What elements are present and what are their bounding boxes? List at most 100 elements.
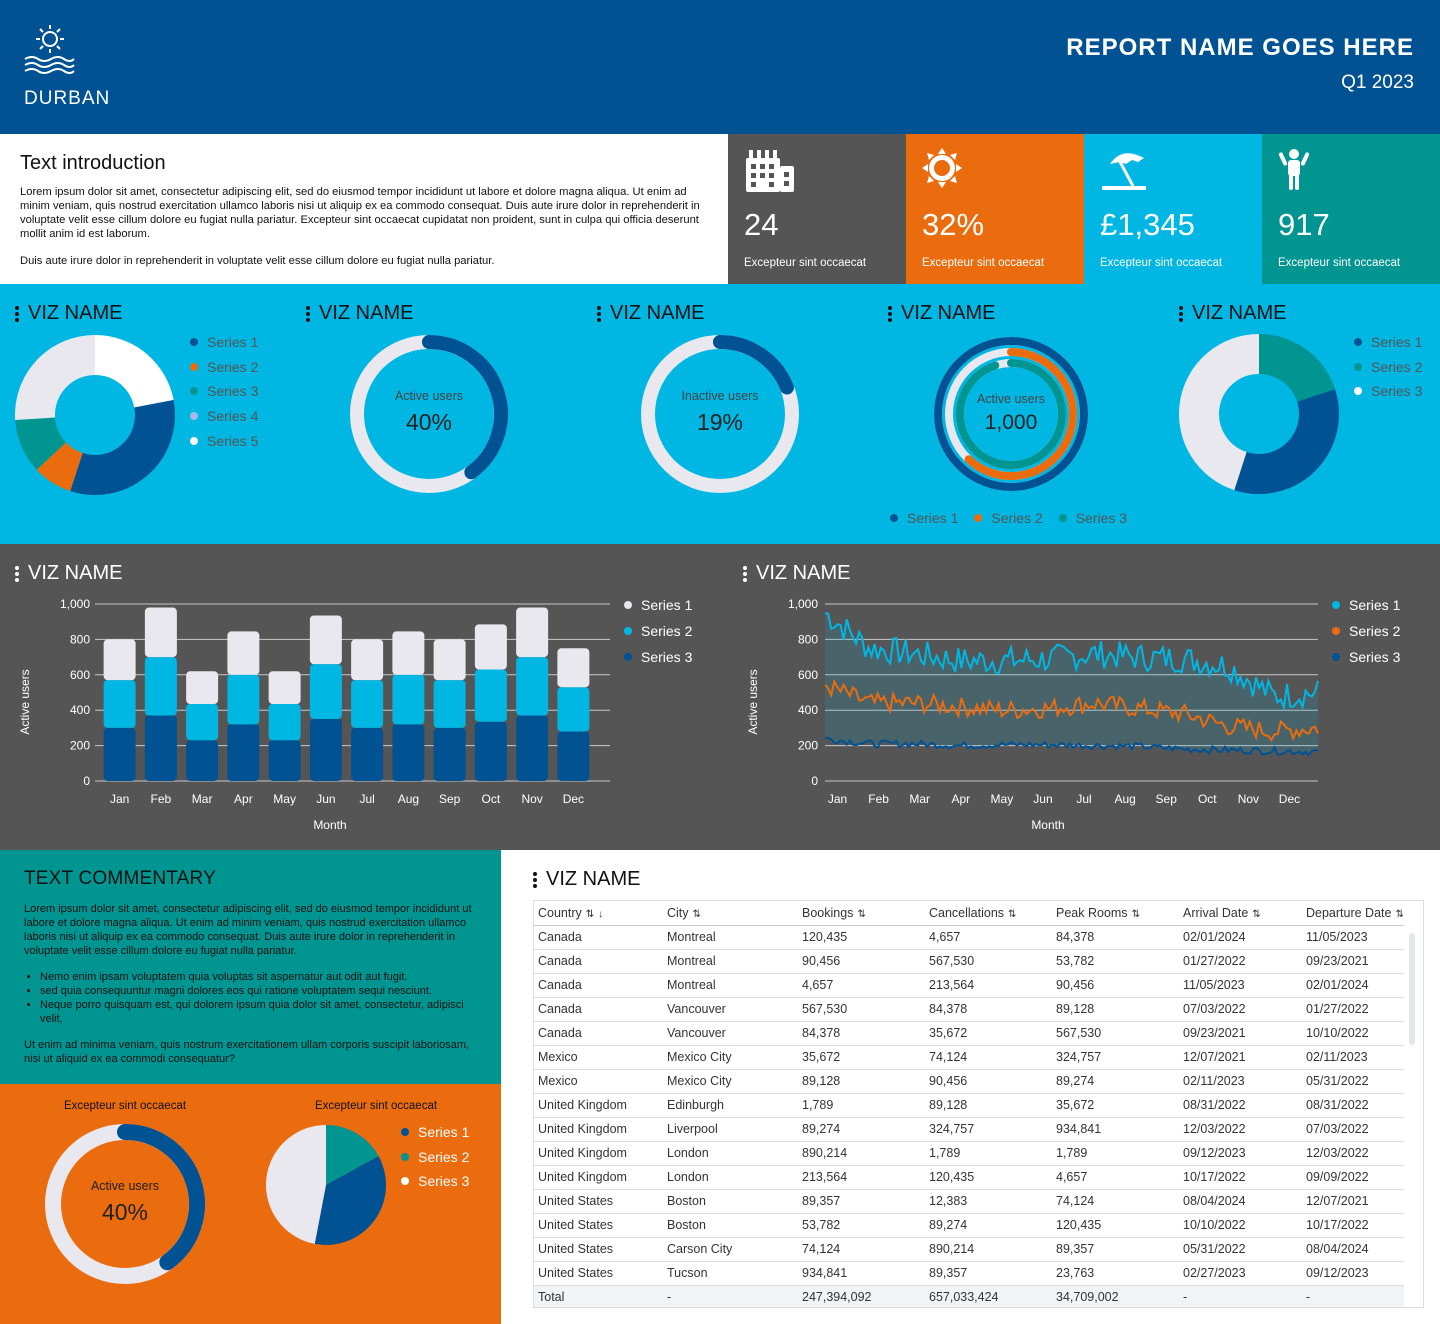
legend-item[interactable]: Series 4 bbox=[190, 404, 258, 429]
scrollbar-thumb[interactable] bbox=[1409, 933, 1415, 1045]
bar-segment[interactable] bbox=[557, 687, 590, 732]
bar-segment[interactable] bbox=[103, 680, 136, 728]
table-row[interactable]: Canada Montreal 4,657 213,564 90,456 11/05/20… bbox=[534, 973, 1404, 998]
bar-segment[interactable] bbox=[433, 727, 466, 781]
legend-item[interactable]: Series 2 bbox=[190, 355, 258, 380]
ring-fill[interactable] bbox=[964, 348, 1077, 480]
bar-segment[interactable] bbox=[516, 607, 549, 658]
table-row[interactable]: Canada Montreal 120,435 4,657 84,378 02/01/20… bbox=[534, 925, 1404, 950]
legend-item[interactable]: Series 3 bbox=[1058, 506, 1127, 531]
bar-segment[interactable] bbox=[392, 674, 425, 725]
pie-slice[interactable] bbox=[326, 1125, 379, 1185]
legend-item[interactable]: Series 2 bbox=[1354, 355, 1422, 380]
bar-segment[interactable] bbox=[474, 624, 507, 670]
gauge-fill[interactable] bbox=[713, 335, 794, 395]
bar-segment[interactable] bbox=[186, 704, 219, 741]
bar-segment[interactable] bbox=[144, 607, 177, 658]
table-row[interactable]: United States Carson City 74,124 890,214 89,… bbox=[534, 1237, 1404, 1262]
legend-item[interactable]: Series 3 bbox=[401, 1169, 469, 1194]
column-header-peak-rooms[interactable]: Peak Rooms ⇅ bbox=[1052, 901, 1179, 926]
legend-item[interactable]: Series 1 bbox=[1354, 330, 1422, 355]
bar-segment[interactable] bbox=[103, 727, 136, 781]
column-header-arrival-date[interactable]: Arrival Date ⇅ bbox=[1179, 901, 1302, 926]
legend-item[interactable]: Series 3 bbox=[624, 644, 692, 670]
donut-slice[interactable] bbox=[94, 335, 174, 409]
bar-segment[interactable] bbox=[474, 669, 507, 722]
sort-icon[interactable]: ⇅ bbox=[692, 908, 701, 920]
more-vertical-icon[interactable] bbox=[305, 305, 311, 323]
column-header-city[interactable]: City ⇅ bbox=[663, 901, 798, 926]
column-header-bookings[interactable]: Bookings ⇅ bbox=[798, 901, 925, 926]
bar-segment[interactable] bbox=[351, 727, 384, 781]
legend-item[interactable]: Series 3 bbox=[1354, 379, 1422, 404]
bar-segment[interactable] bbox=[144, 715, 177, 781]
bar-segment[interactable] bbox=[351, 639, 384, 681]
table-row[interactable]: United Kingdom London 890,214 1,789 1,789 09/… bbox=[534, 1141, 1404, 1166]
bar-segment[interactable] bbox=[557, 731, 590, 781]
sort-icon[interactable]: ⇅ bbox=[1252, 908, 1261, 920]
legend-item[interactable]: Series 2 bbox=[624, 618, 692, 644]
pie-slice[interactable] bbox=[314, 1156, 386, 1245]
legend-item[interactable]: Series 1 bbox=[1332, 592, 1400, 618]
bar-segment[interactable] bbox=[309, 719, 342, 781]
more-vertical-icon[interactable] bbox=[1178, 305, 1184, 323]
bar-segment[interactable] bbox=[516, 657, 549, 716]
bar-segment[interactable] bbox=[268, 704, 301, 741]
gauge-fill[interactable] bbox=[117, 1124, 205, 1271]
bar-segment[interactable] bbox=[516, 715, 549, 781]
column-header-departure-date[interactable]: Departure Date ⇅ bbox=[1302, 901, 1404, 926]
pie-slice[interactable] bbox=[266, 1125, 326, 1244]
more-vertical-icon[interactable] bbox=[887, 305, 893, 323]
legend-item[interactable]: Series 5 bbox=[190, 428, 258, 453]
donut-slice[interactable] bbox=[1179, 334, 1260, 491]
legend-item[interactable]: Series 2 bbox=[401, 1145, 469, 1170]
legend-item[interactable]: Series 1 bbox=[401, 1120, 469, 1145]
table-row[interactable]: United Kingdom Edinburgh 1,789 89,128 35,672… bbox=[534, 1093, 1404, 1118]
bar-segment[interactable] bbox=[474, 721, 507, 781]
bar-segment[interactable] bbox=[227, 674, 260, 725]
more-vertical-icon[interactable] bbox=[596, 305, 602, 323]
legend-item[interactable]: Series 3 bbox=[1332, 644, 1400, 670]
bar-segment[interactable] bbox=[392, 631, 425, 675]
bar-segment[interactable] bbox=[557, 648, 590, 688]
sort-icon[interactable]: ⇅ bbox=[857, 908, 866, 920]
table-row[interactable]: United States Boston 53,782 89,274 120,435 10… bbox=[534, 1213, 1404, 1238]
donut-slice[interactable] bbox=[1258, 334, 1336, 403]
donut-slice[interactable] bbox=[70, 400, 175, 495]
sort-icon[interactable]: ⇅ bbox=[585, 908, 595, 920]
legend-item[interactable]: Series 1 bbox=[190, 330, 258, 355]
series-line[interactable] bbox=[824, 678, 1319, 742]
more-vertical-icon[interactable] bbox=[14, 305, 20, 323]
arrow-down-icon[interactable]: ↓ bbox=[598, 908, 604, 920]
bar-segment[interactable] bbox=[268, 740, 301, 781]
more-vertical-icon[interactable] bbox=[14, 565, 20, 583]
bar-segment[interactable] bbox=[351, 680, 384, 728]
bar-segment[interactable] bbox=[268, 671, 301, 705]
legend-item[interactable]: Series 1 bbox=[890, 506, 958, 531]
bar-segment[interactable] bbox=[433, 639, 466, 681]
legend-item[interactable]: Series 1 bbox=[624, 592, 692, 618]
donut-slice[interactable] bbox=[15, 416, 67, 470]
column-header-country[interactable]: Country ⇅ ↓ bbox=[534, 901, 663, 926]
table-row[interactable]: Canada Vancouver 567,530 84,378 89,128 07/03/… bbox=[534, 997, 1404, 1022]
table-row[interactable]: United States Tucson 934,841 89,357 23,763 02… bbox=[534, 1261, 1404, 1286]
bar-segment[interactable] bbox=[103, 639, 136, 681]
more-vertical-icon[interactable] bbox=[742, 565, 748, 583]
donut-slice[interactable] bbox=[15, 335, 96, 421]
column-header-cancellations[interactable]: Cancellations ⇅ bbox=[925, 901, 1052, 926]
bar-segment[interactable] bbox=[186, 671, 219, 705]
table-row[interactable]: Mexico Mexico City 35,672 74,124 324,757 12/0… bbox=[534, 1045, 1404, 1070]
series-line[interactable] bbox=[824, 612, 1319, 712]
bar-segment[interactable] bbox=[309, 615, 342, 665]
sort-icon[interactable]: ⇅ bbox=[1131, 908, 1140, 920]
series-line[interactable] bbox=[824, 736, 1319, 757]
table-row[interactable]: United States Boston 89,357 12,383 74,124 08/… bbox=[534, 1189, 1404, 1214]
ring-fill[interactable] bbox=[956, 359, 1066, 469]
table-row[interactable]: Mexico Mexico City 89,128 90,456 89,274 02/11… bbox=[534, 1069, 1404, 1094]
bar-segment[interactable] bbox=[144, 657, 177, 716]
more-vertical-icon[interactable] bbox=[532, 871, 538, 889]
table-row[interactable]: Canada Vancouver 84,378 35,672 567,530 09/23/… bbox=[534, 1021, 1404, 1046]
donut-slice[interactable] bbox=[1234, 389, 1339, 494]
bar-segment[interactable] bbox=[392, 724, 425, 781]
gauge-fill[interactable] bbox=[422, 335, 508, 480]
